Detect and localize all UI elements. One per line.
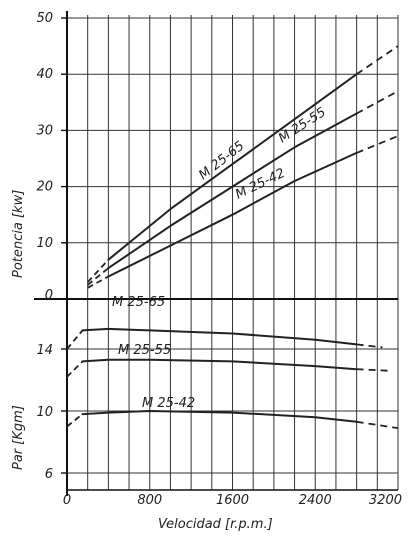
power-series-label-m25-42: M 25-42 xyxy=(233,166,287,203)
power-series-3-dashed-start xyxy=(87,275,109,289)
torque-y-tick-label: 10 xyxy=(36,405,53,420)
power-series-3-dashed-end xyxy=(356,135,399,154)
torque-series-3-dashed-end xyxy=(356,420,399,429)
torque-y-axis-title: Par [Kgm] xyxy=(11,405,26,470)
torque-series-label-m25-55: M 25-55 xyxy=(118,343,171,358)
power-series-1-dashed-start xyxy=(87,259,110,283)
power-y-tick-label: 40 xyxy=(36,67,53,82)
x-tick-label: 800 xyxy=(137,493,162,508)
torque-y-tick-label: 6 xyxy=(45,467,53,482)
power-series-2-dashed-end xyxy=(356,90,399,115)
torque-series-3-dashed-start xyxy=(66,413,84,428)
power-y-tick-label: 0 xyxy=(45,288,53,303)
power-y-tick-label: 50 xyxy=(36,11,53,26)
torque-series-1-dashed-end xyxy=(356,343,383,349)
power-y-tick-label: 20 xyxy=(36,180,53,195)
torque-series-1-dashed-start xyxy=(66,329,84,350)
power-series-label-m25-55: M 25-55 xyxy=(276,105,329,147)
torque-series-label-m25-65: M 25-65 xyxy=(112,295,165,310)
power-series-1-dashed-end xyxy=(356,45,399,75)
power-y-tick-label: 10 xyxy=(36,236,53,251)
torque-series-label-m25-42: M 25-42 xyxy=(142,396,195,411)
power-y-axis-title: Potencia [kw] xyxy=(11,190,26,278)
torque-series-3-solid-line xyxy=(81,410,358,423)
torque-series-2-solid-line xyxy=(81,358,358,371)
x-tick-label: 1600 xyxy=(216,493,249,508)
axes xyxy=(34,11,398,496)
power-series-2-dashed-start xyxy=(87,267,109,286)
power-series-1-solid-line xyxy=(107,73,358,261)
power-series-3-solid-line xyxy=(107,151,358,278)
x-tick-label: 0 xyxy=(63,493,71,508)
power-series-2-solid-line xyxy=(107,112,358,270)
series-lines xyxy=(66,45,399,429)
x-tick-label: 3200 xyxy=(369,493,402,508)
x-axis-title: Velocidad [r.p.m.] xyxy=(158,517,273,532)
power-series-label-m25-65: M 25-65 xyxy=(196,139,247,184)
torque-series-2-dashed-start xyxy=(66,360,84,378)
torque-y-tick-label: 14 xyxy=(36,343,53,358)
x-tick-label: 2400 xyxy=(299,493,332,508)
tick-labels: 0 10 20 30 40 50 6 10 14 0 800 1600 2400 3200 xyxy=(36,11,402,508)
torque-series-2-dashed-end xyxy=(356,368,388,372)
torque-series-1-solid-line xyxy=(81,327,358,346)
power-y-tick-label: 30 xyxy=(36,123,53,138)
